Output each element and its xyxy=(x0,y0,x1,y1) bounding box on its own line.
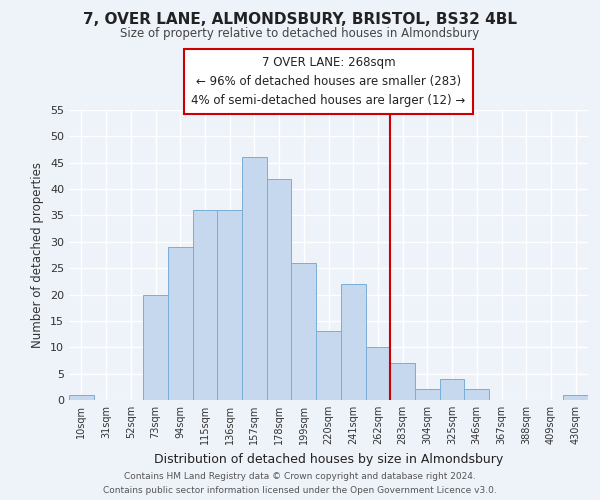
Text: Contains HM Land Registry data © Crown copyright and database right 2024.: Contains HM Land Registry data © Crown c… xyxy=(124,472,476,481)
Bar xyxy=(193,210,217,400)
Text: 7 OVER LANE: 268sqm
← 96% of detached houses are smaller (283)
4% of semi-detach: 7 OVER LANE: 268sqm ← 96% of detached ho… xyxy=(191,56,466,107)
Bar xyxy=(464,390,489,400)
Bar xyxy=(267,178,292,400)
Bar xyxy=(242,158,267,400)
Text: 7, OVER LANE, ALMONDSBURY, BRISTOL, BS32 4BL: 7, OVER LANE, ALMONDSBURY, BRISTOL, BS32… xyxy=(83,12,517,28)
Bar xyxy=(415,390,440,400)
Bar xyxy=(143,294,168,400)
Bar xyxy=(341,284,365,400)
X-axis label: Distribution of detached houses by size in Almondsbury: Distribution of detached houses by size … xyxy=(154,452,503,466)
Bar xyxy=(440,379,464,400)
Bar xyxy=(168,247,193,400)
Bar xyxy=(365,348,390,400)
Bar xyxy=(217,210,242,400)
Bar xyxy=(390,363,415,400)
Bar xyxy=(69,394,94,400)
Y-axis label: Number of detached properties: Number of detached properties xyxy=(31,162,44,348)
Text: Contains public sector information licensed under the Open Government Licence v3: Contains public sector information licen… xyxy=(103,486,497,495)
Bar xyxy=(292,263,316,400)
Bar xyxy=(316,332,341,400)
Bar xyxy=(563,394,588,400)
Text: Size of property relative to detached houses in Almondsbury: Size of property relative to detached ho… xyxy=(121,28,479,40)
